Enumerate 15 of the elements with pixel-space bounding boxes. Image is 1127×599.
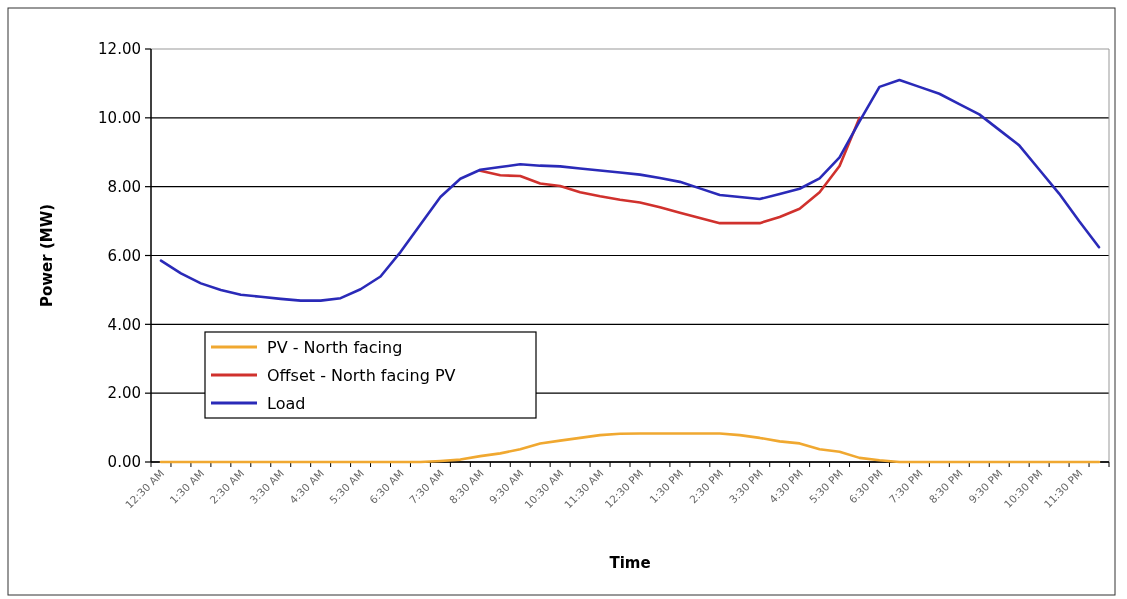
line-series <box>159 78 1101 302</box>
y-tick-label: 12.00 <box>98 40 141 59</box>
y-tick-label: 10.00 <box>98 109 141 128</box>
line-series <box>479 116 861 225</box>
y-tick-label: 2.00 <box>107 384 141 403</box>
y-axis-title: Power (MW) <box>38 203 56 308</box>
legend-label: PV - North facing <box>267 337 403 357</box>
legend-label: Load <box>267 393 306 413</box>
y-tick-label: 4.00 <box>107 315 141 334</box>
legend-label: Offset - North facing PV <box>267 365 456 385</box>
y-tick-label: 8.00 <box>107 177 141 196</box>
x-axis-title: Time <box>609 554 651 572</box>
y-tick-label: 6.00 <box>107 246 141 265</box>
y-tick-label: 0.00 <box>107 453 141 472</box>
line-series <box>159 432 1101 464</box>
